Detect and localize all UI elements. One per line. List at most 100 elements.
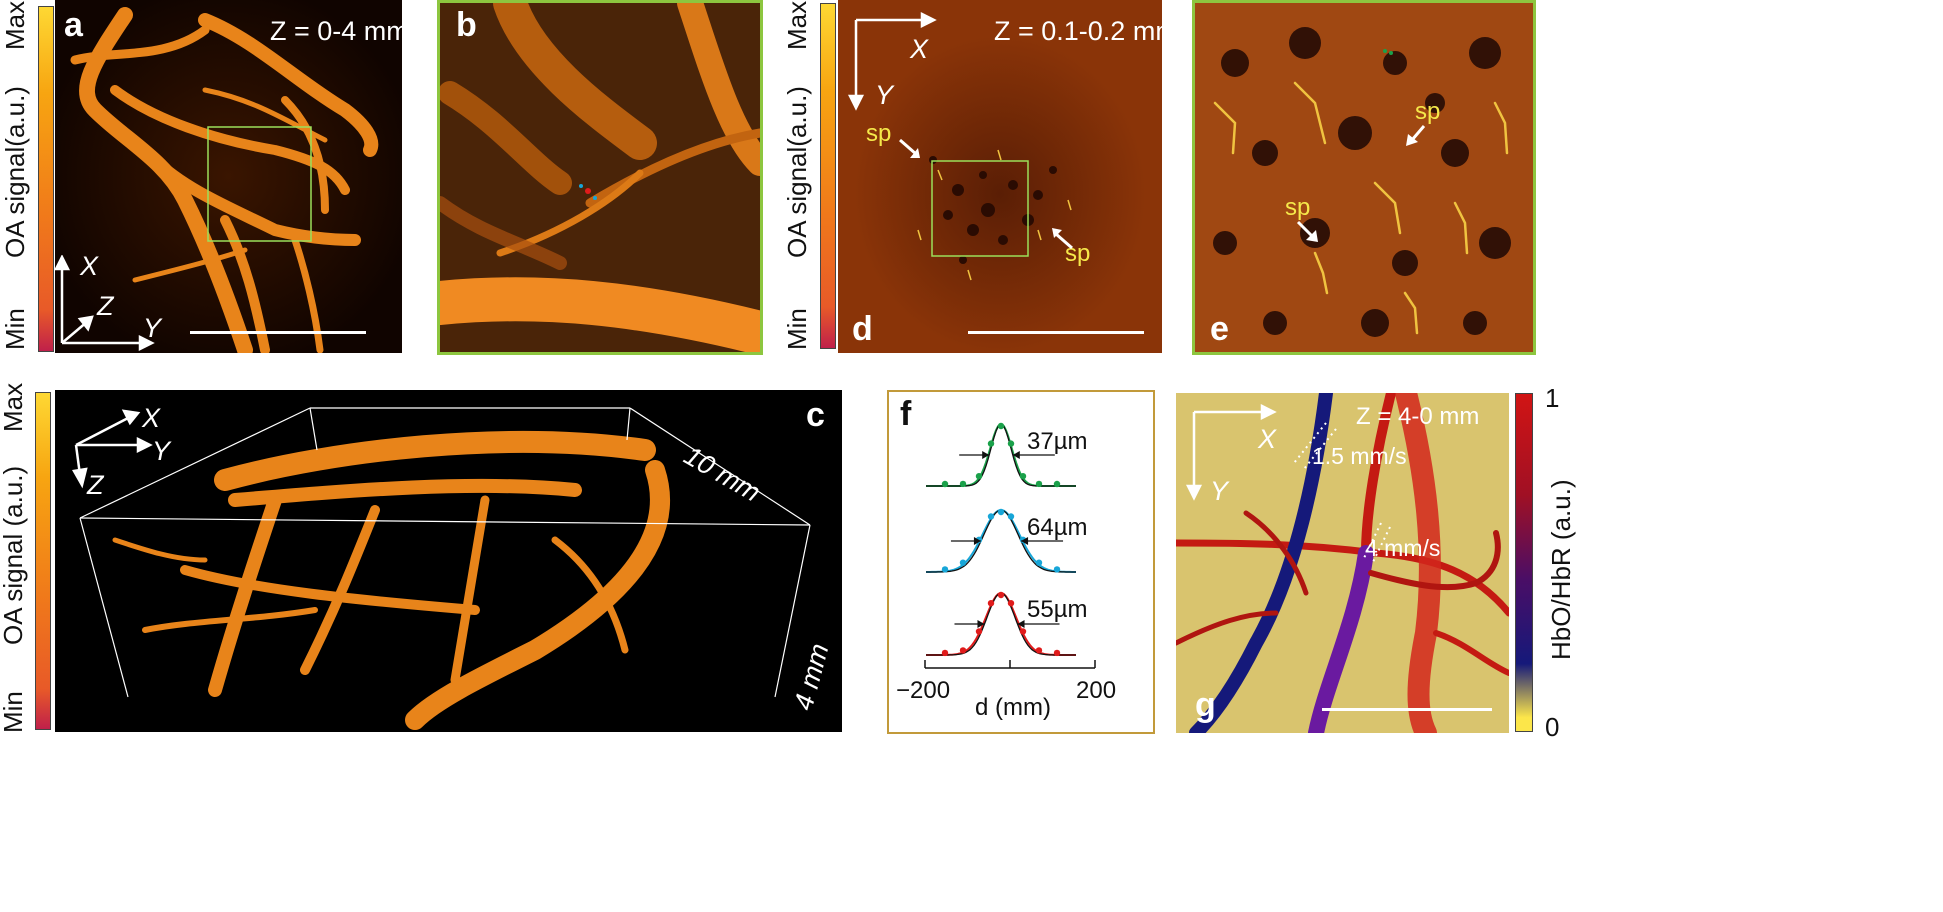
colorbar-d-max: Max (782, 0, 812, 50)
panel-f-profile-point (1053, 566, 1061, 573)
panel-d-axis-x: X (910, 34, 929, 64)
panel-a-axes (53, 255, 155, 352)
panel-f-profile-point (941, 649, 949, 657)
panel-d-sp-arrow-2 (1052, 228, 1073, 250)
panel-d-label: d (852, 310, 873, 348)
panel-g-depth: Z = 4-0 mm (1356, 403, 1480, 430)
colorbar-g-min: 0 (1545, 712, 1560, 742)
colorbar-c (35, 392, 51, 730)
panel-f-fwhm-arrowhead (982, 451, 990, 459)
panel-d-sp-label-1: sp (866, 120, 892, 147)
colorbar-g-max: 1 (1545, 383, 1560, 413)
panel-g-vessels (1176, 393, 1509, 733)
colorbar-d (820, 3, 836, 349)
panel-a-label: a (64, 6, 83, 44)
panel-c-axes (72, 409, 153, 489)
panel-f-tick-left: −200 (896, 677, 951, 704)
panel-d-scale-bar (968, 331, 1144, 334)
panel-f-tick-right: 200 (1076, 677, 1117, 704)
panel-g-image (1176, 393, 1509, 733)
panel-f-profile-point (975, 628, 983, 635)
panel-a-depth: Z = 0-4 mm (270, 16, 409, 46)
panel-f-plot (924, 422, 1096, 669)
panel-f-profile-point (997, 508, 1005, 516)
panel-e-label: e (1210, 310, 1229, 348)
panel-f-profile-point (997, 422, 1005, 430)
panel-c-volume (79, 407, 811, 730)
panel-a-axis-y: Y (143, 313, 162, 343)
panel-f-profile-point (1007, 600, 1015, 607)
panel-f-width-3: 55µm (1027, 596, 1088, 623)
panel-f-profile-point (987, 600, 995, 607)
panel-f-profile-point (997, 591, 1005, 599)
panel-f-fwhm-arrowhead (1021, 537, 1029, 545)
panel-f-profile-point (987, 440, 995, 447)
panel-b-vessels (440, 3, 760, 352)
panel-f-label: f (900, 395, 912, 433)
panel-d-texture (838, 0, 1162, 353)
panel-g-axis-y: Y (1210, 476, 1229, 506)
panel-f-profile-point (1053, 649, 1061, 657)
panel-f-profile-point (1035, 559, 1043, 566)
colorbar-g (1515, 393, 1533, 732)
panel-f-profile-point (1019, 473, 1027, 480)
panel-d-depth: Z = 0.1-0.2 mm (994, 16, 1178, 46)
panel-f-fwhm-arrowhead (973, 537, 981, 545)
panel-d-image (838, 0, 1162, 353)
panel-f-width-2: 64µm (1027, 514, 1088, 541)
panel-f-frame (887, 390, 1155, 734)
panel-f-profile-point (987, 513, 995, 520)
colorbar-g-title: HbO/HbR (a.u.) (1546, 479, 1576, 660)
panel-g-label: g (1195, 686, 1216, 724)
panel-a-axis-x: X (80, 251, 99, 281)
panel-g-speed-2: 4 mm/s (1365, 535, 1441, 561)
colorbar-c-max: Max (0, 382, 28, 432)
panel-f-profile-point (1035, 647, 1043, 654)
panel-f-xlabel: d (mm) (975, 694, 1051, 721)
panel-g-axes (1185, 403, 1277, 501)
panel-a-scale-bar (190, 331, 366, 334)
panel-f-profile-point (959, 559, 967, 566)
panel-e-sp-arrow-1 (1406, 125, 1426, 146)
panel-f-profile-point (1007, 513, 1015, 520)
panel-a-axis-z: Z (97, 291, 114, 321)
colorbar-d-title: OA signal(a.u.) (782, 86, 812, 258)
panel-d-axis-y: Y (875, 80, 894, 110)
panel-f-profile-point (1007, 440, 1015, 447)
panel-f-profile-point (941, 566, 949, 573)
panel-b-image (437, 0, 763, 355)
panel-g-scale-bar (1322, 708, 1492, 711)
panel-f-fwhm-arrowhead (1012, 451, 1020, 459)
panel-f-profile-point (941, 480, 949, 488)
panel-c-axis-y: Y (152, 436, 171, 466)
colorbar-d-min: Min (782, 308, 812, 350)
panel-c-axis-x: X (142, 403, 161, 433)
panel-f-profile-point (959, 480, 967, 488)
panel-c-axis-z: Z (87, 470, 104, 500)
panel-f-profile-point (959, 647, 967, 654)
panel-f-profile-point (1053, 480, 1061, 488)
colorbar-a-title: OA signal(a.u.) (0, 86, 30, 258)
panel-c-label: c (806, 396, 825, 434)
panel-f-profile-point (975, 473, 983, 480)
panel-b-label: b (456, 6, 477, 44)
panel-e-sp-label-2: sp (1285, 194, 1311, 221)
panel-f-width-1: 37µm (1027, 428, 1088, 455)
panel-c-image (55, 390, 842, 732)
panel-a-vessels (55, 0, 402, 353)
panel-d-axes (847, 11, 937, 111)
panel-e-sp-label-1: sp (1415, 98, 1441, 125)
panel-d-sp-arrow-1 (899, 138, 920, 158)
colorbar-a-min: Min (0, 308, 30, 350)
panel-f-profile-point (1035, 480, 1043, 488)
panel-g-speed-1: 1.5 mm/s (1312, 443, 1407, 469)
panel-f-fwhm-arrowhead (977, 620, 985, 628)
panel-f-profile-point (1019, 628, 1027, 635)
panel-f-fwhm-arrowhead (1017, 620, 1025, 628)
panel-g-axis-x: X (1258, 424, 1277, 454)
colorbar-c-min: Min (0, 691, 28, 733)
colorbar-a-max: Max (0, 0, 30, 50)
colorbar-c-title: OA signal (a.u.) (0, 465, 28, 645)
panel-e-image (1192, 0, 1536, 355)
panel-e-texture (1195, 3, 1533, 352)
